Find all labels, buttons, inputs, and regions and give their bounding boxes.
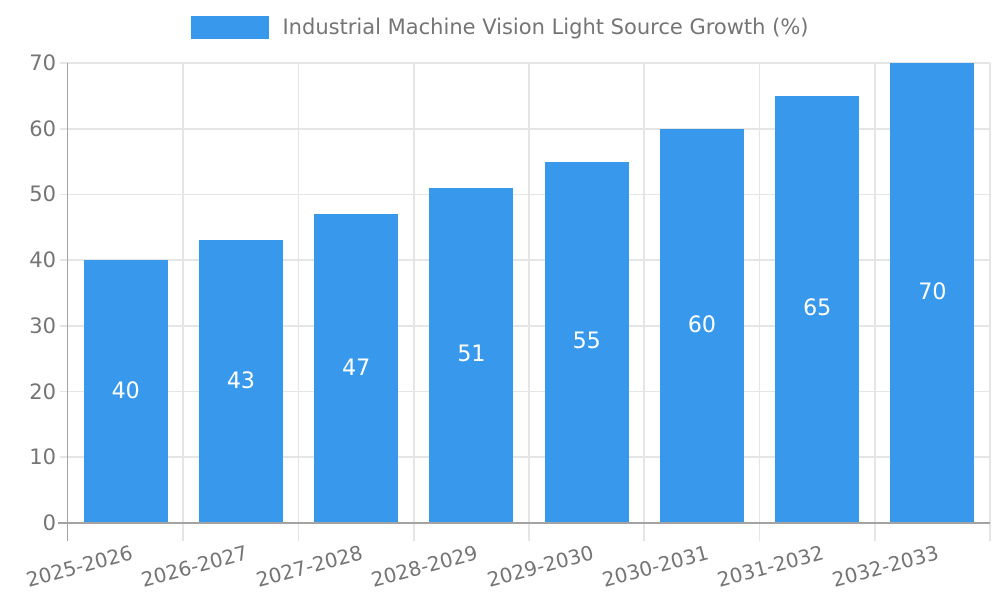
h-gridline xyxy=(60,259,990,261)
y-tick-label: 60 xyxy=(29,116,56,141)
bar-value-label: 40 xyxy=(111,378,140,404)
bar-value-label: 47 xyxy=(342,355,371,381)
legend-swatch xyxy=(191,15,270,39)
x-axis-line xyxy=(58,522,990,524)
bar[interactable] xyxy=(890,63,975,523)
v-gridline xyxy=(182,63,185,541)
bar-value-label: 43 xyxy=(226,368,255,394)
v-gridline xyxy=(528,63,530,541)
h-gridline xyxy=(60,193,990,196)
h-gridline xyxy=(60,390,990,393)
y-tick-label: 20 xyxy=(29,379,56,404)
v-gridline xyxy=(643,63,646,541)
legend-item[interactable]: Industrial Machine Vision Light Source G… xyxy=(0,15,1000,39)
bar[interactable] xyxy=(314,214,399,523)
bar[interactable] xyxy=(83,260,168,523)
bar-value-label: 65 xyxy=(803,296,832,322)
v-gridline xyxy=(758,63,761,541)
bar[interactable] xyxy=(429,187,514,523)
v-gridline xyxy=(989,63,991,541)
bar[interactable] xyxy=(198,240,283,523)
h-gridline xyxy=(60,456,990,459)
h-gridline xyxy=(60,127,990,130)
h-gridline xyxy=(60,325,990,327)
bar-value-label: 70 xyxy=(918,280,947,305)
legend-label: Industrial Machine Vision Light Source G… xyxy=(282,15,809,39)
y-tick-label: 70 xyxy=(29,51,56,75)
y-tick-label: 50 xyxy=(29,182,56,207)
bar-value-label: 60 xyxy=(687,312,716,338)
v-gridline xyxy=(873,63,876,541)
y-tick-label: 30 xyxy=(29,313,56,338)
bar[interactable] xyxy=(659,128,744,523)
bar-value-label: 51 xyxy=(457,342,486,368)
y-axis-line xyxy=(66,63,69,541)
y-tick-label: 10 xyxy=(29,445,56,470)
y-tick-label: 0 xyxy=(42,511,56,535)
bar[interactable] xyxy=(544,161,629,523)
h-gridline xyxy=(60,62,990,64)
bar-value-label: 55 xyxy=(572,329,601,355)
bar[interactable] xyxy=(775,95,860,523)
y-tick-label: 40 xyxy=(29,248,56,273)
v-gridline xyxy=(412,63,415,541)
v-gridline xyxy=(297,63,300,541)
